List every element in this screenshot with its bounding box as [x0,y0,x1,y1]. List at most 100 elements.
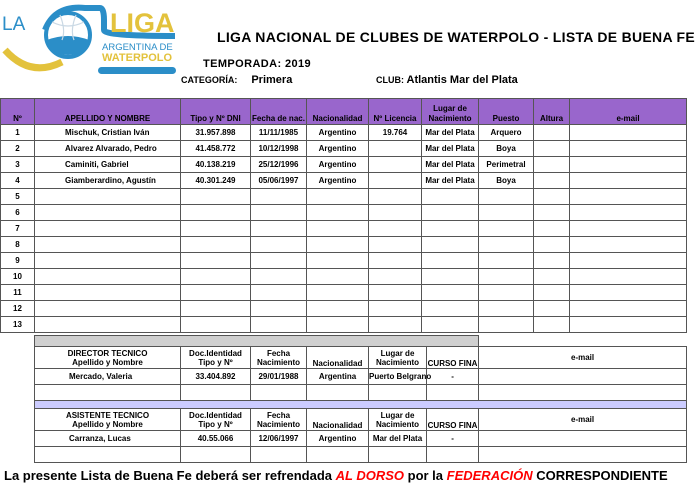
cell-lic[interactable] [368,204,422,221]
cell-name[interactable]: Caminiti, Gabriel [34,156,181,173]
cell-dni[interactable] [180,268,251,285]
cell-n[interactable]: 1 [0,124,35,141]
cell-fecha[interactable] [250,236,307,253]
cell-altura[interactable] [533,204,570,221]
cell-nac[interactable] [306,284,369,301]
cell-lic[interactable] [368,284,422,301]
cell-altura[interactable] [533,124,570,141]
cell-lic[interactable] [368,268,422,285]
cell-dni[interactable] [180,300,251,317]
cell-altura[interactable] [533,252,570,269]
cell-lugar[interactable]: Mar del Plata [421,124,479,141]
cell-lic[interactable] [368,140,422,157]
staff-name[interactable]: Carranza, Lucas [34,430,181,447]
cell-altura[interactable] [533,268,570,285]
cell-altura[interactable] [533,172,570,189]
cell-puesto[interactable] [478,188,534,205]
cell-email[interactable] [569,300,687,317]
cell-dni[interactable] [180,188,251,205]
cell-fecha[interactable]: 05/06/1997 [250,172,307,189]
staff-nac[interactable]: Argentina [306,368,369,385]
cell-lic[interactable] [368,236,422,253]
cell-nac[interactable]: Argentino [306,156,369,173]
cell-fecha[interactable] [250,300,307,317]
cell-puesto[interactable] [478,220,534,237]
cell-lugar[interactable]: Mar del Plata [421,140,479,157]
cell-lic[interactable] [368,156,422,173]
staff-curso[interactable]: - [425,368,480,385]
cell-dni[interactable]: 40.138.219 [180,156,251,173]
cell-n[interactable]: 2 [0,140,35,157]
cell-dni[interactable] [180,284,251,301]
cell-lugar[interactable]: Mar del Plata [421,156,479,173]
staff-email[interactable] [478,430,688,447]
cell-email[interactable] [569,188,687,205]
cell-email[interactable] [569,284,687,301]
cell-puesto[interactable] [478,284,534,301]
empty-cell[interactable] [368,446,427,463]
cell-lugar[interactable] [421,268,479,285]
empty-cell[interactable] [34,446,181,463]
cell-puesto[interactable]: Boya [478,172,534,189]
cell-puesto[interactable] [478,268,534,285]
cell-name[interactable] [34,236,181,253]
cell-n[interactable]: 8 [0,236,35,253]
cell-lic[interactable] [368,188,422,205]
cell-fecha[interactable] [250,204,307,221]
empty-cell[interactable] [478,384,688,401]
cell-fecha[interactable] [250,284,307,301]
empty-cell[interactable] [425,384,480,401]
cell-altura[interactable] [533,188,570,205]
cell-email[interactable] [569,316,687,333]
cell-altura[interactable] [533,300,570,317]
cell-dni[interactable]: 31.957.898 [180,124,251,141]
cell-name[interactable]: Mischuk, Cristian Iván [34,124,181,141]
cell-fecha[interactable] [250,220,307,237]
cell-name[interactable] [34,204,181,221]
cell-lic[interactable]: 19.764 [368,124,422,141]
cell-lugar[interactable] [421,284,479,301]
cell-altura[interactable] [533,156,570,173]
cell-altura[interactable] [533,140,570,157]
staff-nac[interactable]: Argentino [306,430,369,447]
cell-lugar[interactable] [421,316,479,333]
cell-n[interactable]: 4 [0,172,35,189]
empty-cell[interactable] [425,446,480,463]
cell-email[interactable] [569,268,687,285]
staff-lugar[interactable]: Mar del Plata [368,430,427,447]
cell-name[interactable] [34,188,181,205]
cell-dni[interactable]: 40.301.249 [180,172,251,189]
cell-nac[interactable] [306,220,369,237]
cell-lic[interactable] [368,316,422,333]
cell-name[interactable] [34,252,181,269]
cell-lugar[interactable] [421,236,479,253]
cell-nac[interactable] [306,316,369,333]
empty-cell[interactable] [250,384,307,401]
cell-email[interactable] [569,204,687,221]
cell-n[interactable]: 3 [0,156,35,173]
cell-dni[interactable] [180,252,251,269]
cell-email[interactable] [569,124,687,141]
staff-name[interactable]: Mercado, Valeria [34,368,181,385]
cell-name[interactable]: Giamberardino, Agustín [34,172,181,189]
cell-n[interactable]: 7 [0,220,35,237]
cell-nac[interactable] [306,188,369,205]
cell-puesto[interactable] [478,204,534,221]
cell-email[interactable] [569,252,687,269]
cell-n[interactable]: 10 [0,268,35,285]
cell-nac[interactable]: Argentino [306,172,369,189]
cell-fecha[interactable]: 10/12/1998 [250,140,307,157]
cell-altura[interactable] [533,220,570,237]
cell-lic[interactable] [368,172,422,189]
cell-n[interactable]: 12 [0,300,35,317]
cell-fecha[interactable]: 25/12/1996 [250,156,307,173]
staff-lugar[interactable]: Puerto Belgrano [368,368,431,385]
cell-name[interactable] [34,220,181,237]
empty-cell[interactable] [306,446,369,463]
empty-cell[interactable] [250,446,307,463]
cell-email[interactable] [569,156,687,173]
cell-nac[interactable] [306,204,369,221]
empty-cell[interactable] [306,384,369,401]
cell-dni[interactable] [180,220,251,237]
cell-altura[interactable] [533,284,570,301]
